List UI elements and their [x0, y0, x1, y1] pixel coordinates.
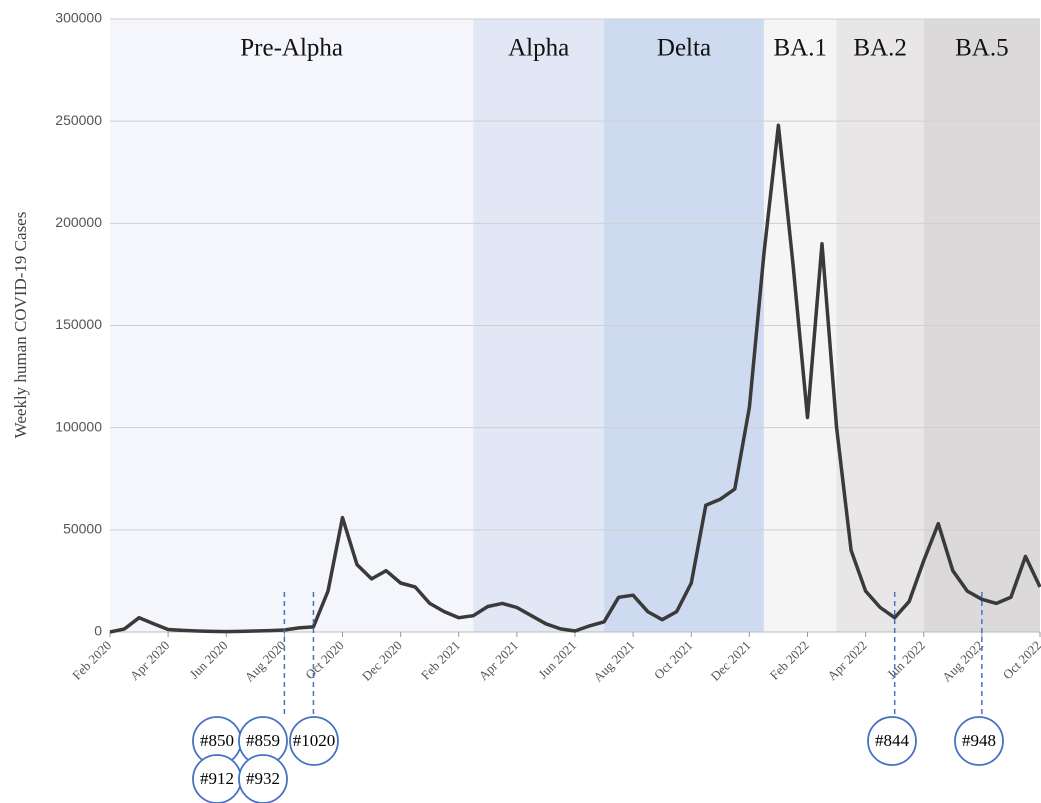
- x-tick-label: Aug 2021: [590, 638, 637, 685]
- period-label: Pre-Alpha: [240, 35, 343, 62]
- y-tick-label: 300000: [55, 10, 102, 26]
- x-tick-label: Apr 2022: [824, 638, 870, 684]
- y-tick-label: 250000: [55, 112, 102, 128]
- case-line: [109, 123, 1041, 634]
- annotation-circle: [289, 716, 339, 766]
- annotation-label: #850: [200, 731, 234, 750]
- x-tick-label: Oct 2021: [651, 638, 696, 683]
- x-tick-label: Dec 2021: [708, 638, 754, 684]
- annotation-circle: [867, 716, 917, 766]
- period-label: Alpha: [508, 35, 569, 62]
- x-tick-label: Feb 2021: [418, 638, 463, 683]
- period-label: Delta: [657, 35, 711, 62]
- y-tick-label: 50000: [63, 521, 102, 537]
- annotation-label: #859: [246, 731, 280, 750]
- x-tick-label: Oct 2022: [1000, 638, 1041, 683]
- annotation-label: #1020: [293, 731, 336, 750]
- annotation-label: #948: [962, 731, 996, 750]
- x-tick-label: Feb 2020: [69, 638, 114, 683]
- x-tick-label: Oct 2020: [302, 638, 347, 683]
- annotation-label: #912: [200, 769, 234, 788]
- y-tick-label: 100000: [55, 418, 102, 434]
- x-tick-label: Jun 2021: [535, 638, 579, 682]
- x-tick-label: Apr 2021: [476, 638, 522, 684]
- x-tick-label: Apr 2020: [127, 638, 173, 684]
- x-tick-label: Aug 2022: [939, 638, 986, 685]
- y-axis-label: Weekly human COVID-19 Cases: [11, 212, 30, 439]
- y-tick-label: 0: [94, 623, 102, 639]
- annotation-label: #844: [875, 731, 910, 750]
- y-tick-label: 150000: [55, 316, 102, 332]
- x-tick-label: Aug 2020: [241, 638, 288, 685]
- y-tick-label: 200000: [55, 214, 102, 230]
- x-tick-label: Dec 2020: [359, 638, 405, 684]
- period-label: BA.1: [773, 35, 826, 62]
- x-tick-label: Jun 2020: [186, 638, 230, 682]
- x-tick-label: Jun 2022: [884, 638, 928, 682]
- x-tick-label: Feb 2022: [767, 638, 812, 683]
- annotation-label: #932: [246, 769, 280, 788]
- period-label: BA.5: [955, 35, 1008, 62]
- period-label: BA.2: [853, 35, 906, 62]
- annotation-circle: [238, 754, 288, 803]
- annotation-circle: [954, 716, 1004, 766]
